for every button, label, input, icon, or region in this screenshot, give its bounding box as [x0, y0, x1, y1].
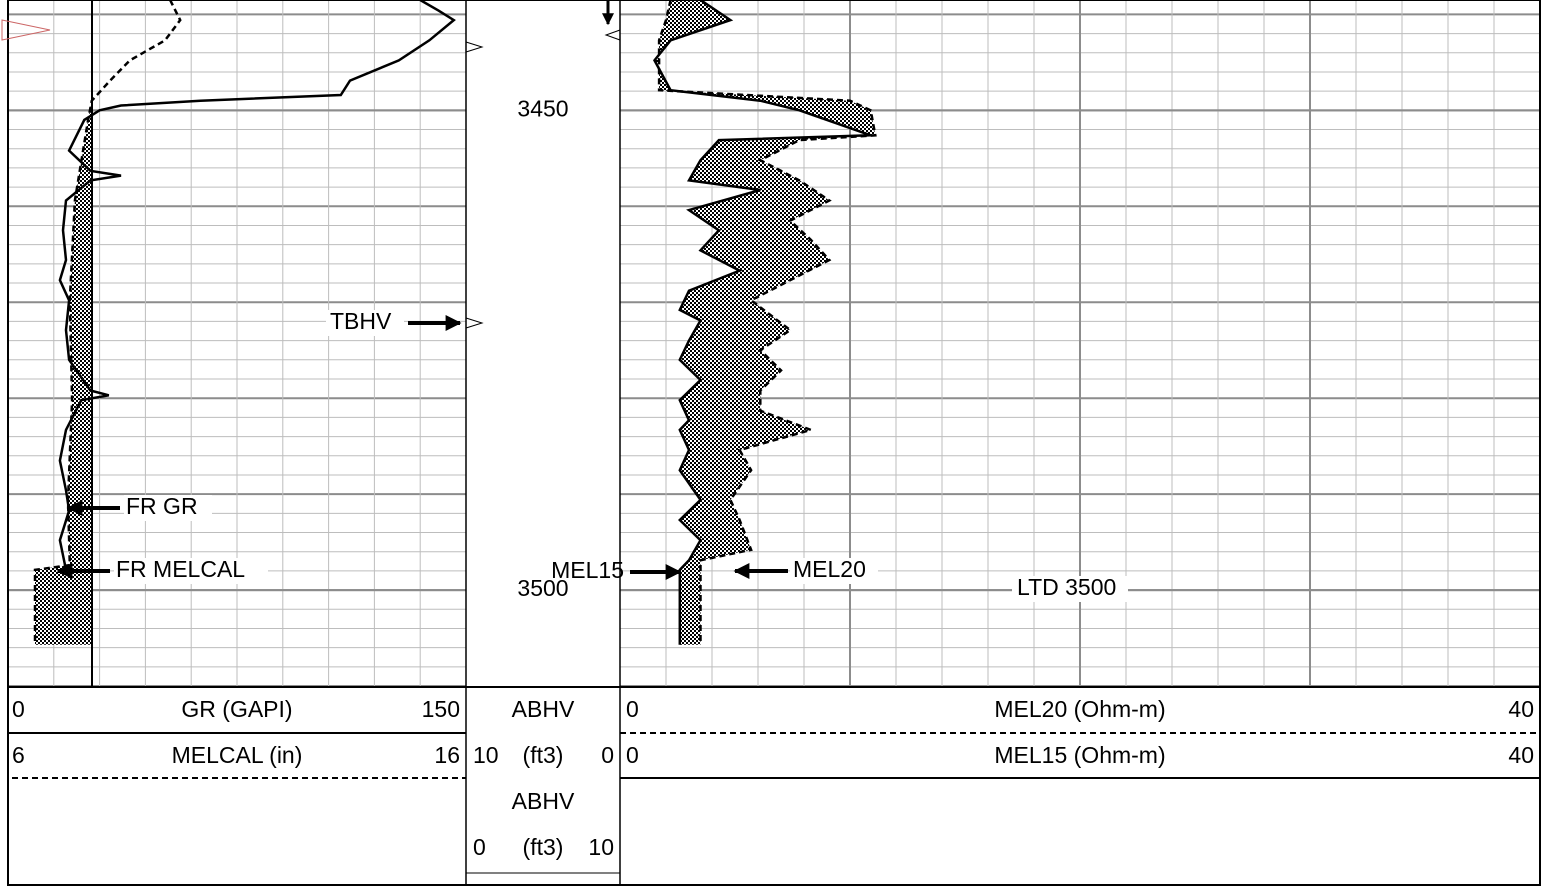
label-bg: [1012, 576, 1128, 602]
marker: [604, 29, 621, 41]
label-bg: [114, 558, 268, 584]
label-bg: [790, 558, 878, 584]
scale-min: 6: [12, 742, 25, 768]
log-curve: [33, 0, 182, 645]
resistivity-fill: [654, 0, 876, 645]
legend-name: GR (GAPI): [181, 696, 292, 722]
label-bg: [124, 495, 212, 521]
annotation: LTD 3500: [1017, 574, 1116, 600]
log-curve: [657, 0, 877, 645]
legend-name: ABHV: [512, 696, 575, 722]
curves: [33, 0, 877, 645]
scale-max: 0: [601, 742, 614, 768]
legend-name: MEL15 (Ohm-m): [994, 742, 1165, 768]
annotation: MEL15: [551, 557, 624, 583]
annotation: FR GR: [126, 493, 198, 519]
legend-unit: (ft3): [523, 742, 564, 768]
scale-max: 150: [422, 696, 460, 722]
flag-marker: [1, 19, 51, 41]
scale-min: 0: [626, 696, 639, 722]
marker: [465, 41, 484, 53]
legend-name: MEL20 (Ohm-m): [994, 696, 1165, 722]
caliper-fill: [35, 0, 92, 645]
legend-name: MELCAL (in): [172, 742, 303, 768]
scale-max: 16: [434, 742, 460, 768]
annotation: MEL20: [793, 556, 866, 582]
depth-label: 3500: [517, 575, 568, 601]
depth-label: 3450: [517, 95, 568, 121]
legend-name: ABHV: [512, 788, 575, 814]
legend-unit: (ft3): [523, 834, 564, 860]
annotations: TBHV FR GR FR MELCAL MEL15 MEL20 LTD 350…: [56, 308, 1128, 602]
log-curve: [58, 0, 456, 571]
log-curve: [653, 0, 872, 645]
annotation: FR MELCAL: [116, 556, 245, 582]
scale-min: 10: [473, 742, 499, 768]
annotation: TBHV: [330, 308, 392, 334]
depth-header-bg: [467, 688, 619, 884]
marker: [465, 317, 484, 329]
scale-max: 10: [588, 834, 614, 860]
frame: [7, 0, 1541, 886]
scale-min: 0: [473, 834, 486, 860]
scale-max: 40: [1508, 742, 1534, 768]
scale-min: 0: [626, 742, 639, 768]
scale-min: 0: [12, 696, 25, 722]
label-bg: [326, 310, 404, 336]
scale-max: 40: [1508, 696, 1534, 722]
